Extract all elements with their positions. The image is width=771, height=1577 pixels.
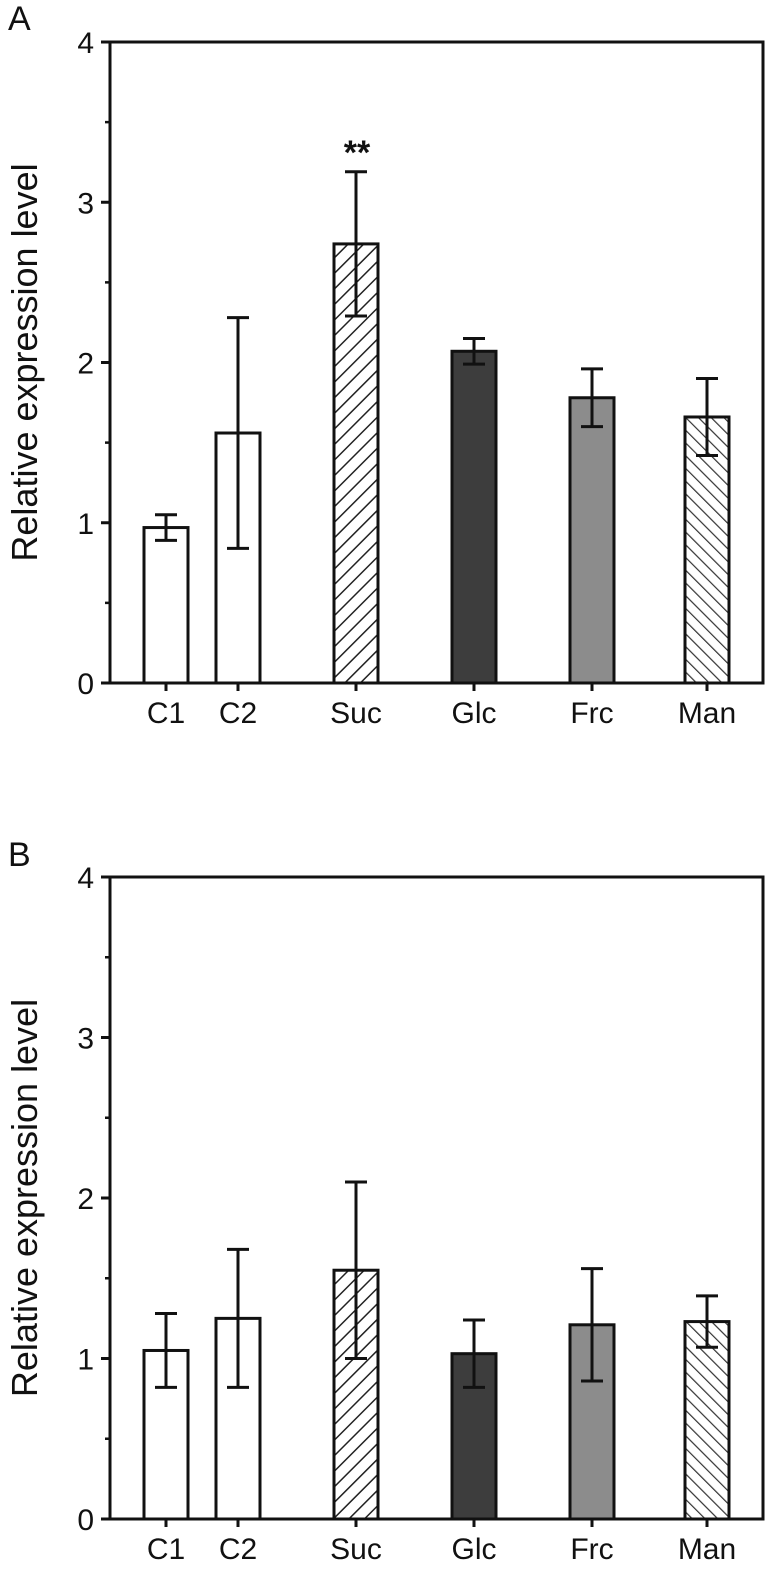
panel-a-x-tick-label-glc: Glc <box>452 697 497 730</box>
panel-a-y-tick-label-2: 2 <box>77 348 94 381</box>
panel-a-y-tick-label-3: 3 <box>77 187 94 220</box>
panel-b-error-bar-c2 <box>227 1247 249 1389</box>
panel-b-y-tick-label-1: 1 <box>77 1344 94 1377</box>
panel-a-significance-suc: ** <box>344 134 371 172</box>
panel-b-error-bar-glc <box>463 1318 485 1389</box>
panel-b-x-tick-label-frc: Frc <box>570 1533 613 1566</box>
panel-a-error-bar-c2 <box>227 316 249 550</box>
panel-a-error-bar-suc <box>345 170 367 318</box>
panel-b-y-tick-label-4: 4 <box>77 862 94 895</box>
panel-a-bar-man <box>683 415 731 685</box>
panel-a-plot-frame <box>108 40 765 685</box>
panel-a-y-tick-label-0: 0 <box>77 668 94 701</box>
chart-panel-a: A Relative expression level ** 0 1 2 3 4 C1 C2 Suc… <box>4 0 765 730</box>
panel-b-bar-man <box>683 1320 731 1521</box>
panel-b-y-tick-label-3: 3 <box>77 1023 94 1056</box>
panel-b-y-axis-label: Relative expression level <box>4 999 45 1397</box>
panel-a-y-tick-label-1: 1 <box>77 508 94 541</box>
panel-a-error-bar-frc <box>581 367 603 429</box>
panel-a-x-tick-label-c1: C1 <box>147 697 185 730</box>
panel-a-error-bar-glc <box>463 336 485 366</box>
panel-b-x-tick-label-man: Man <box>678 1533 736 1566</box>
panel-b-y-tick-label-0: 0 <box>77 1504 94 1537</box>
panel-a-x-tick-label-suc: Suc <box>330 697 382 730</box>
chart-panel-b: B Relative expression level 0 1 2 3 4 C1 C2 Suc Gl… <box>4 836 765 1566</box>
panel-b-label: B <box>8 836 31 874</box>
panel-b-error-bar-suc <box>345 1180 367 1360</box>
panel-b-x-tick-label-glc: Glc <box>452 1533 497 1566</box>
panel-b-plot-frame <box>108 875 765 1521</box>
panel-b-error-bar-c1 <box>155 1312 177 1389</box>
panel-a-label: A <box>8 0 31 38</box>
panel-b-error-bar-frc <box>581 1267 603 1383</box>
panel-a-y-axis-label: Relative expression level <box>4 163 45 561</box>
panel-a-x-tick-label-man: Man <box>678 697 736 730</box>
panel-a-error-bar-c1 <box>155 513 177 542</box>
panel-a-bar-frc <box>568 396 616 685</box>
panel-a-bar-glc <box>450 349 498 685</box>
panel-b-y-tick-label-2: 2 <box>77 1183 94 1216</box>
panel-b-x-tick-label-c1: C1 <box>147 1533 185 1566</box>
panel-a-x-tick-label-frc: Frc <box>570 697 613 730</box>
panel-b-error-bar-man <box>696 1294 718 1349</box>
panel-b-x-tick-label-suc: Suc <box>330 1533 382 1566</box>
panel-b-x-tick-label-c2: C2 <box>219 1533 257 1566</box>
panel-a-y-tick-label-4: 4 <box>77 27 94 60</box>
panel-a-error-bar-man <box>696 377 718 457</box>
panel-a-x-tick-label-c2: C2 <box>219 697 257 730</box>
panel-a-bar-c1 <box>142 526 190 685</box>
